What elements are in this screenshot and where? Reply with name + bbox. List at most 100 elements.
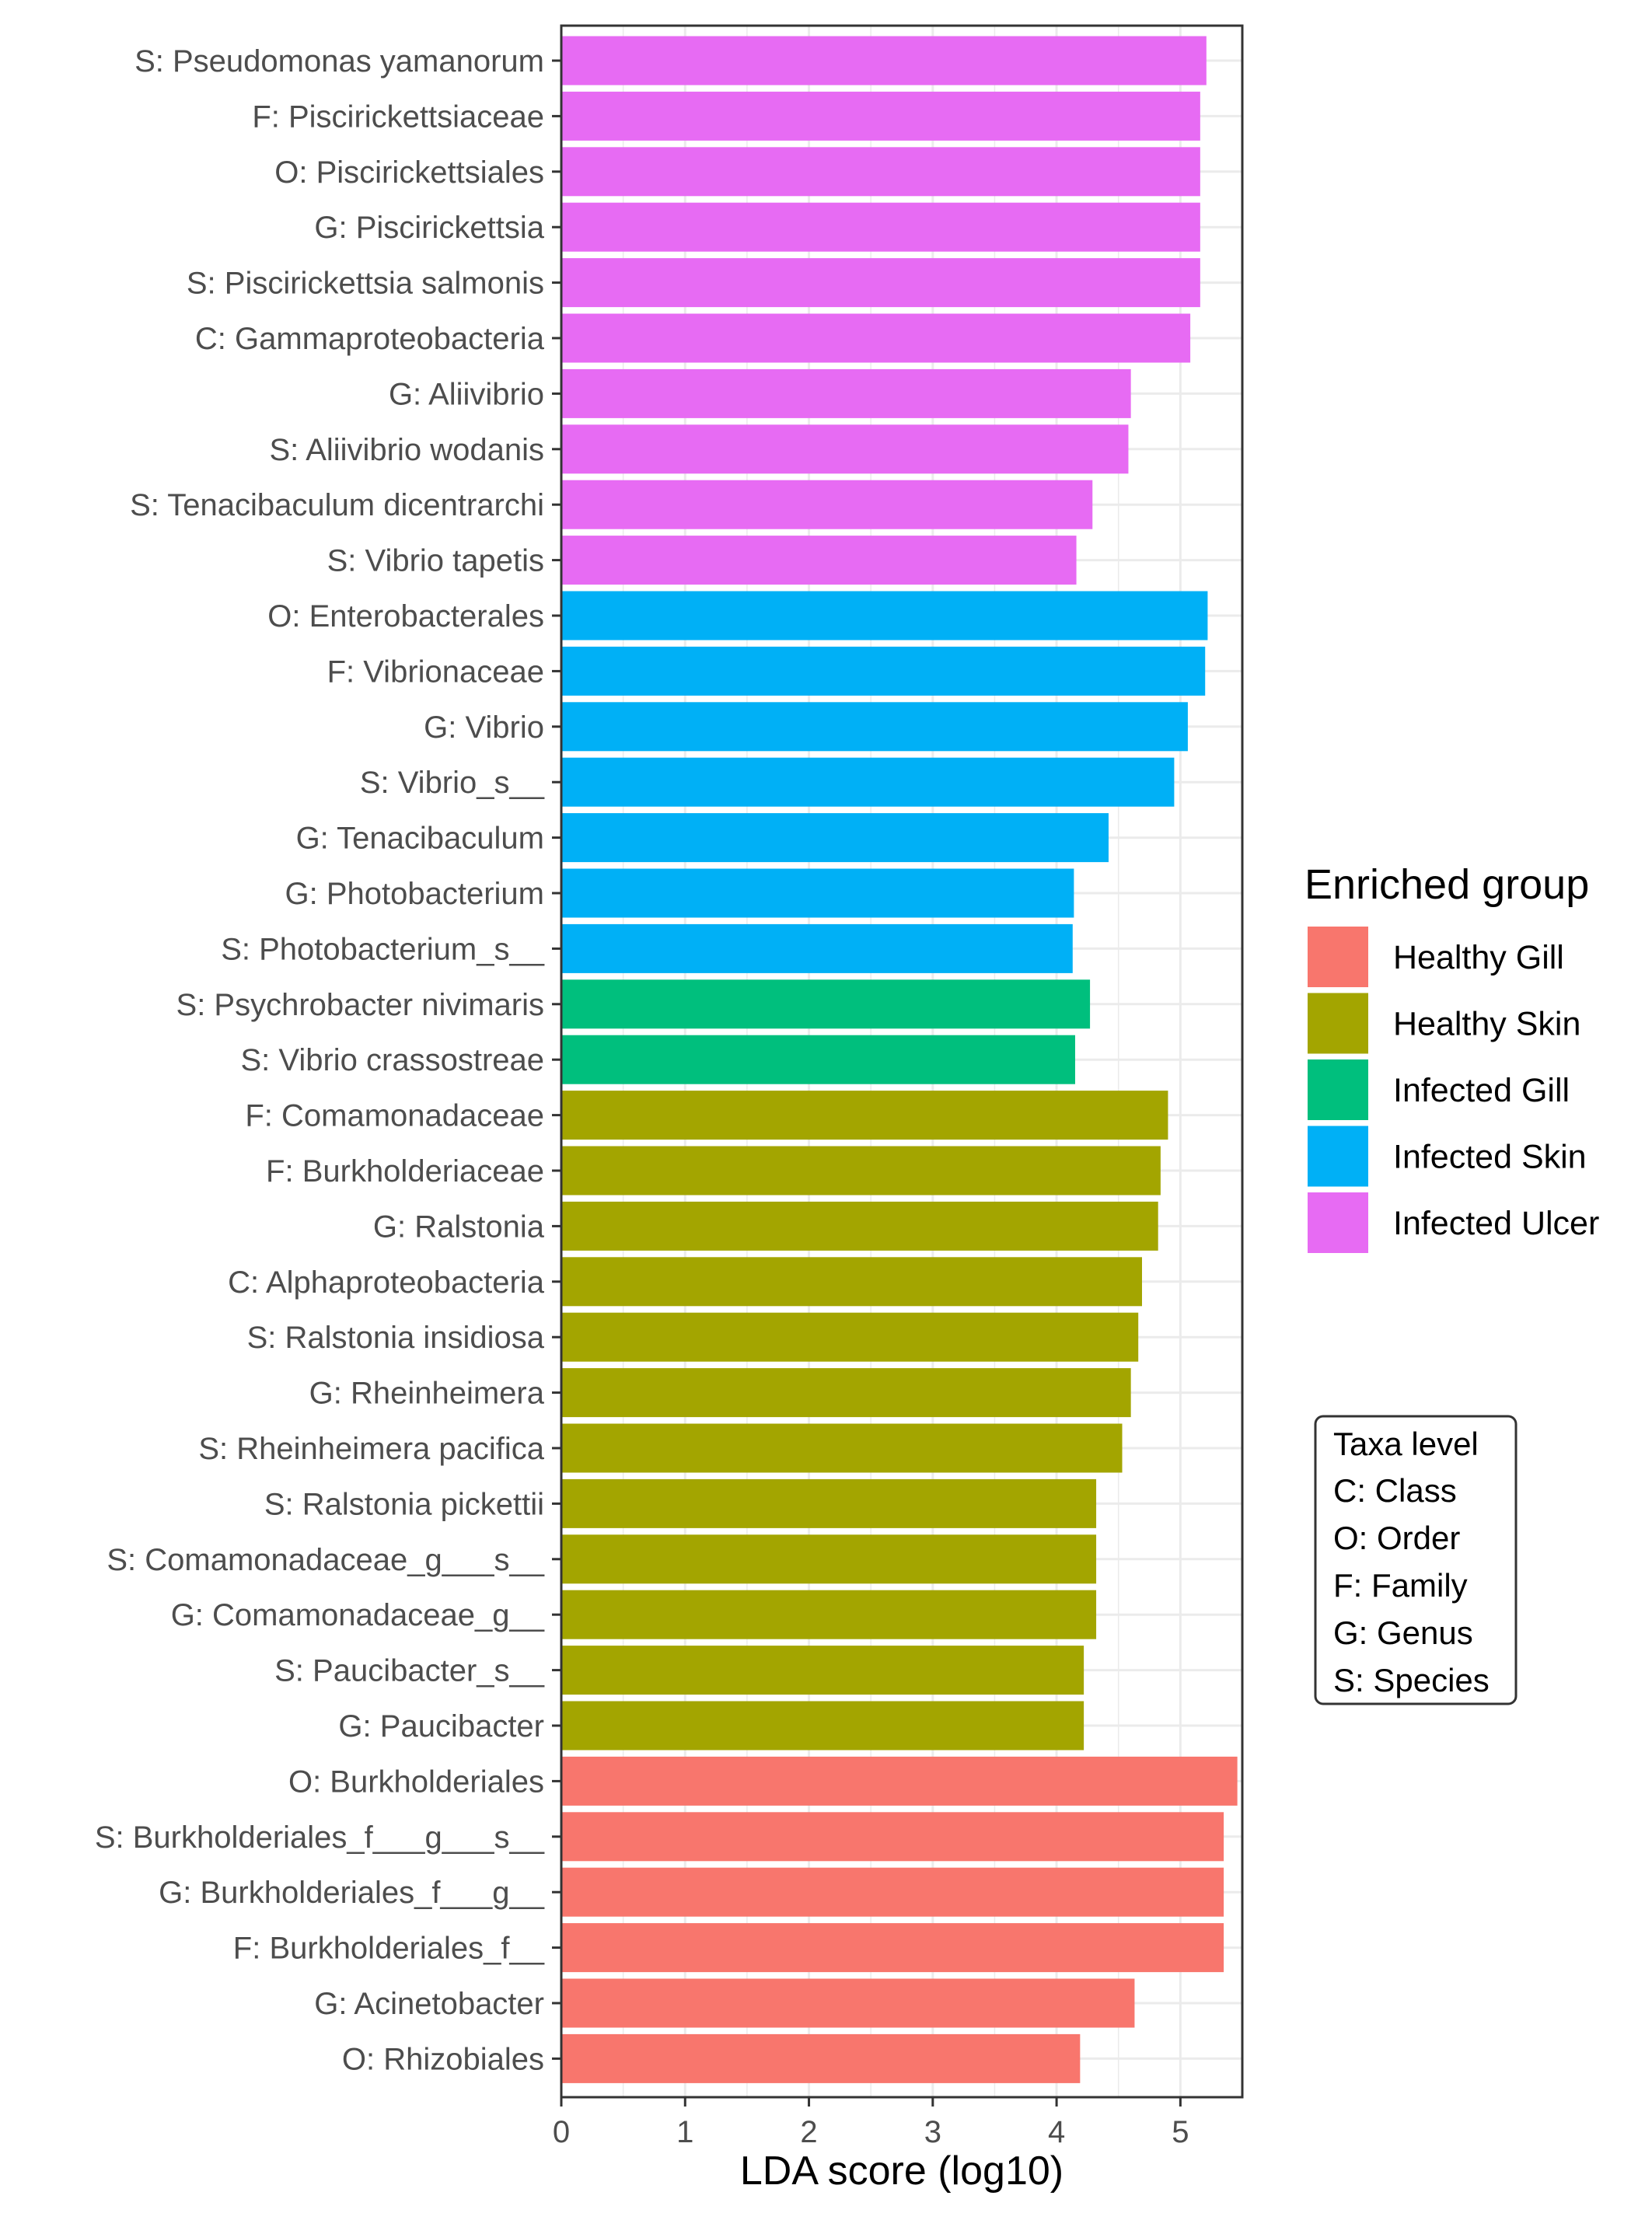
category-label: S: Aliivibrio wodanis — [270, 433, 545, 467]
bar — [561, 1423, 1123, 1473]
legend: Enriched group Healthy Gill Healthy Skin I… — [1304, 861, 1599, 1253]
x-tick-label: 1 — [676, 2115, 693, 2149]
category-label: C: Alphaproteobacteria — [228, 1265, 545, 1300]
taxa-level-box: Taxa level C: Class O: Order F: Family G: G… — [1314, 1415, 1518, 1705]
x-tick-label: 3 — [924, 2115, 941, 2149]
category-label: S: Rheinheimera pacifica — [198, 1432, 544, 1466]
category-label: O: Rhizobiales — [342, 2042, 544, 2076]
category-label: S: Ralstonia insidiosa — [247, 1321, 545, 1355]
bar — [561, 1701, 1084, 1751]
category-label: S: Photobacterium_s__ — [221, 932, 545, 966]
bar — [561, 979, 1091, 1029]
x-tick-label: 5 — [1172, 2115, 1189, 2149]
bar — [561, 757, 1175, 807]
bar — [561, 1091, 1168, 1140]
category-label: G: Piscirickettsia — [314, 211, 544, 245]
bar — [561, 923, 1073, 973]
category-label: O: Piscirickettsiales — [274, 155, 544, 190]
taxa-level-lines: C: Class O: Order F: Family G: Genus S: Spec… — [1333, 1472, 1490, 1698]
bar — [561, 1812, 1224, 1862]
legend-items: Healthy Gill Healthy Skin Infected Gill Inf… — [1308, 927, 1599, 1253]
category-label: S: Pseudomonas yamanorum — [134, 44, 544, 79]
category-label: G: Tenacibaculum — [296, 822, 544, 856]
bar — [561, 91, 1200, 141]
bar — [561, 1978, 1135, 2028]
category-label: O: Burkholderiales — [288, 1764, 544, 1799]
bar — [561, 868, 1074, 918]
category-label: G: Aliivibrio — [389, 377, 544, 411]
legend-title: Enriched group — [1304, 861, 1589, 908]
bar — [561, 1312, 1139, 1362]
bar — [561, 202, 1200, 252]
legend-key — [1308, 1059, 1368, 1120]
bar — [561, 1478, 1097, 1528]
taxa-level-line: O: Order — [1333, 1520, 1460, 1556]
category-label: F: Burkholderiales_f__ — [233, 1932, 545, 1966]
bar — [561, 702, 1188, 752]
legend-key — [1308, 1126, 1368, 1187]
category-label: S: Burkholderiales_f___g___s__ — [95, 1820, 545, 1855]
category-label: G: Rheinheimera — [309, 1377, 545, 1411]
legend-label: Infected Gill — [1393, 1072, 1570, 1109]
x-axis-ticks: 0 1 2 3 4 5 — [553, 2097, 1189, 2149]
category-label: F: Comamonadaceae — [245, 1099, 544, 1133]
bar — [561, 1646, 1084, 1695]
bar — [561, 1035, 1075, 1084]
category-label: F: Piscirickettsiaceae — [252, 99, 544, 134]
category-label: S: Tenacibaculum dicentrarchi — [130, 488, 544, 522]
taxa-level-line: G: Genus — [1333, 1614, 1473, 1651]
taxa-level-line: S: Species — [1333, 1662, 1490, 1698]
category-label: G: Ralstonia — [373, 1209, 545, 1244]
category-label: G: Photobacterium — [285, 877, 545, 911]
legend-key — [1308, 927, 1368, 987]
category-label: C: Gammaproteobacteria — [195, 322, 545, 356]
category-label: S: Vibrio tapetis — [327, 544, 544, 578]
bar — [561, 368, 1131, 418]
category-label: S: Psychrobacter nivimaris — [176, 988, 544, 1022]
category-label: S: Ralstonia pickettii — [264, 1487, 544, 1521]
taxa-level-line: C: Class — [1333, 1472, 1457, 1509]
category-label: F: Burkholderiaceae — [266, 1154, 544, 1189]
bar — [561, 1368, 1131, 1418]
x-tick-label: 4 — [1048, 2115, 1065, 2149]
bar — [561, 591, 1208, 641]
bar — [561, 1146, 1161, 1196]
bar — [561, 1257, 1142, 1307]
category-label: S: Vibrio_s__ — [360, 766, 545, 800]
legend-label: Infected Ulcer — [1393, 1205, 1599, 1242]
bar — [561, 1756, 1238, 1806]
taxa-level-title: Taxa level — [1333, 1426, 1479, 1462]
legend-label: Healthy Gill — [1393, 939, 1564, 976]
category-label: G: Burkholderiales_f___g__ — [159, 1876, 545, 1910]
category-labels: S: Pseudomonas yamanorum F: Pisciricketts… — [95, 44, 561, 2076]
bar — [561, 36, 1207, 86]
legend-key — [1308, 1192, 1368, 1253]
category-label: F: Vibrionaceae — [327, 654, 544, 689]
bar — [561, 1923, 1224, 1973]
x-axis-title: LDA score (log10) — [740, 2148, 1063, 2194]
taxa-level-line: F: Family — [1333, 1567, 1468, 1604]
category-label: S: Paucibacter_s__ — [274, 1654, 545, 1688]
x-tick-label: 0 — [553, 2115, 570, 2149]
bars — [561, 36, 1238, 2083]
bar — [561, 646, 1206, 696]
bar — [561, 480, 1093, 529]
taxa-level-frame — [1314, 1415, 1518, 1705]
plot-panel-border — [560, 24, 1244, 2099]
bar — [561, 2033, 1081, 2083]
legend-label: Healthy Skin — [1393, 1006, 1580, 1043]
bar — [561, 147, 1200, 197]
legend-label: Infected Skin — [1393, 1139, 1587, 1176]
bar — [561, 536, 1077, 585]
category-label: G: Vibrio — [424, 710, 544, 745]
legend-key — [1308, 993, 1368, 1054]
bar — [561, 1201, 1158, 1251]
category-label: G: Acinetobacter — [314, 1987, 544, 2021]
category-label: G: Comamonadaceae_g__ — [171, 1598, 545, 1632]
bar — [561, 813, 1109, 863]
category-label: S: Comamonadaceae_g___s__ — [107, 1543, 544, 1577]
category-label: O: Enterobacterales — [267, 599, 544, 634]
category-label: G: Paucibacter — [338, 1709, 544, 1744]
x-tick-label: 2 — [800, 2115, 817, 2149]
